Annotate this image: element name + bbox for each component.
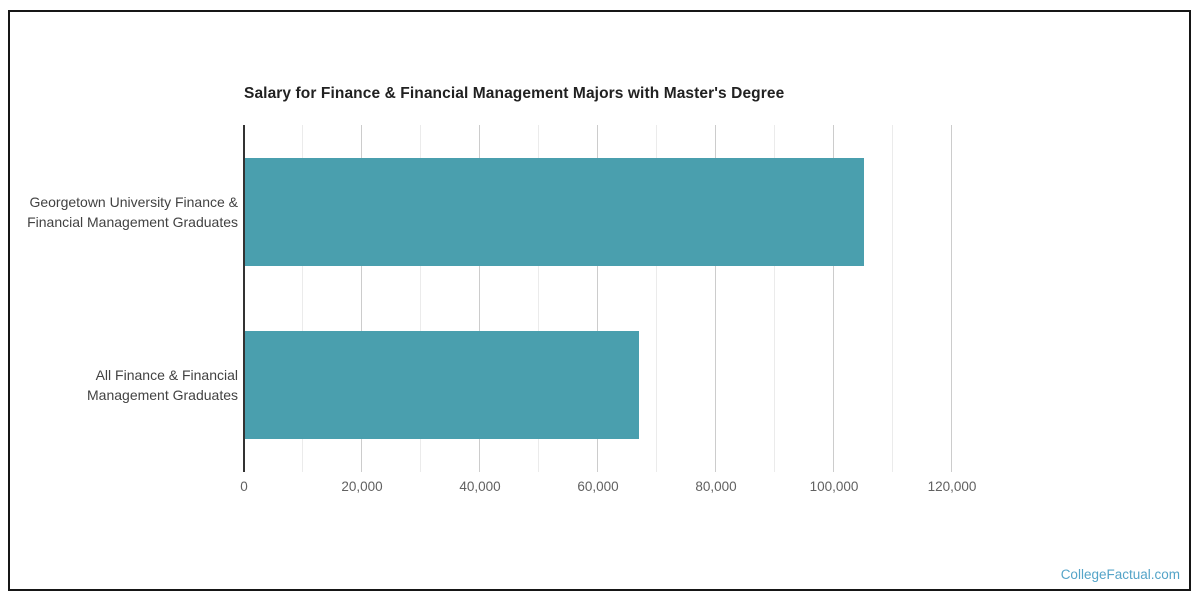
major-gridline bbox=[951, 125, 952, 472]
x-axis-tick-label: 40,000 bbox=[459, 479, 501, 494]
y-axis-category-label-line: Financial Management Graduates bbox=[27, 213, 238, 230]
y-axis-category-label-line: Management Graduates bbox=[87, 387, 238, 404]
minor-gridline bbox=[420, 125, 421, 472]
major-gridline bbox=[361, 125, 362, 472]
chart-title: Salary for Finance & Financial Managemen… bbox=[244, 85, 785, 102]
major-gridline bbox=[597, 125, 598, 472]
minor-gridline bbox=[892, 125, 893, 472]
y-axis-category-label-line: Georgetown University Finance & bbox=[29, 193, 238, 210]
major-gridline bbox=[479, 125, 480, 472]
x-axis-tick-label: 100,000 bbox=[809, 479, 859, 494]
minor-gridline bbox=[538, 125, 539, 472]
y-axis-category-label: All Finance & Financial Management Gradua… bbox=[0, 365, 238, 405]
y-axis-line bbox=[243, 125, 245, 472]
minor-gridline bbox=[656, 125, 657, 472]
minor-gridline bbox=[774, 125, 775, 472]
y-axis-category-label-line: All Finance & Financial bbox=[95, 367, 238, 384]
major-gridline bbox=[715, 125, 716, 472]
x-axis-tick-label: 0 bbox=[240, 479, 248, 494]
x-axis-tick-label: 20,000 bbox=[341, 479, 383, 494]
major-gridline bbox=[833, 125, 834, 472]
x-axis-tick-label: 60,000 bbox=[577, 479, 619, 494]
plot-area bbox=[243, 125, 952, 472]
y-axis-category-label: Georgetown University Finance & Financial… bbox=[0, 192, 238, 232]
x-axis-tick-label: 80,000 bbox=[695, 479, 737, 494]
bar-0[interactable] bbox=[245, 157, 864, 266]
x-axis-tick-label: 120,000 bbox=[927, 479, 977, 494]
watermark-link[interactable]: CollegeFactual.com bbox=[1060, 567, 1180, 582]
bar-1[interactable] bbox=[245, 331, 640, 440]
minor-gridline bbox=[302, 125, 303, 472]
